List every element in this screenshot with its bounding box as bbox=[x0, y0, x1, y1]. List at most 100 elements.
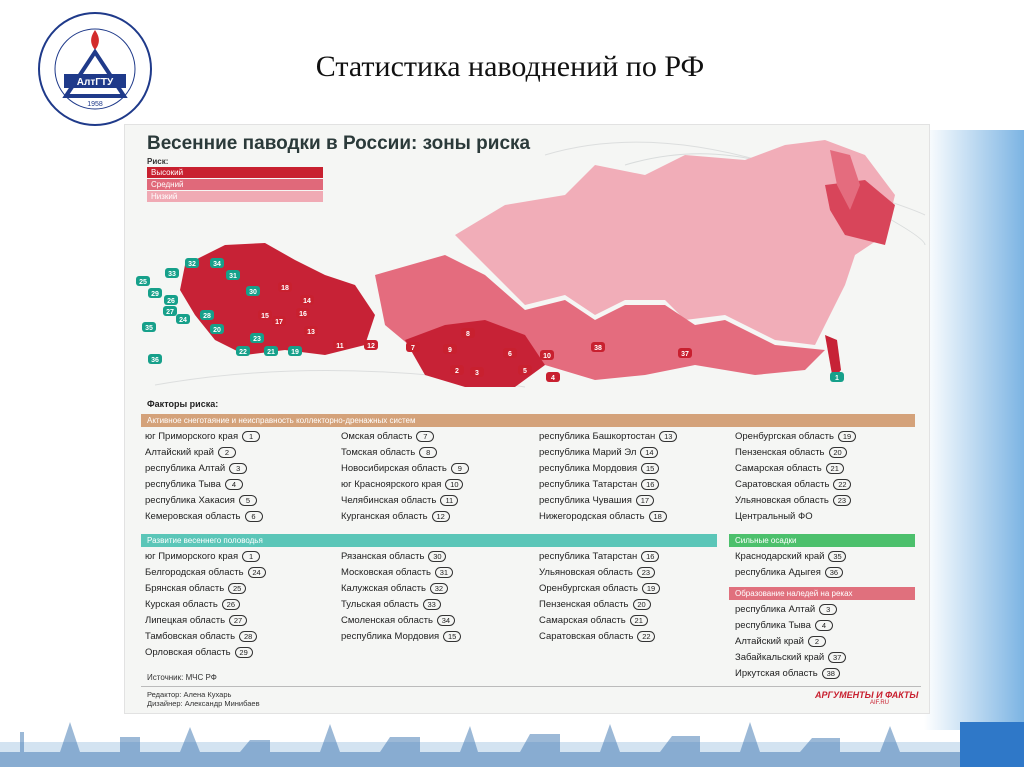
map-marker-number: 17 bbox=[275, 319, 283, 326]
region-number-badge: 16 bbox=[641, 478, 660, 490]
region-name: республика Мордовия bbox=[539, 462, 638, 474]
map-marker: 13 bbox=[304, 326, 318, 336]
region-entry: Липецкая область 27 bbox=[145, 612, 266, 628]
map-marker-number: 26 bbox=[167, 298, 175, 305]
region-entry: Новосибирская область 9 bbox=[341, 460, 469, 476]
region-name: Нижегородская область bbox=[539, 510, 645, 522]
map-marker: 29 bbox=[148, 288, 162, 298]
region-entry: Самарская область 21 bbox=[539, 612, 660, 628]
region-name: республика Татарстан bbox=[539, 478, 638, 490]
map-marker-number: 6 bbox=[508, 351, 512, 358]
region-entry: Рязанская область 30 bbox=[341, 548, 461, 564]
region-entry: юг Красноярского края 10 bbox=[341, 476, 469, 492]
region-number-badge: 7 bbox=[416, 430, 435, 442]
region-entry: Белгородская область 24 bbox=[145, 564, 266, 580]
region-name: Самарская область bbox=[735, 462, 822, 474]
map-marker: 34 bbox=[210, 258, 224, 268]
map-marker-number: 21 bbox=[267, 349, 275, 356]
map-marker: 35 bbox=[142, 322, 156, 332]
region-number-badge: 21 bbox=[825, 462, 844, 474]
map-marker-badge bbox=[470, 367, 484, 377]
map-marker-number: 33 bbox=[168, 271, 176, 278]
map-marker: 11 bbox=[333, 340, 347, 350]
map-marker-number: 23 bbox=[253, 336, 261, 343]
map-marker-badge bbox=[364, 340, 378, 350]
map-marker: 1 bbox=[830, 372, 844, 382]
region-entry: Краснодарский край 35 bbox=[735, 548, 847, 564]
region-number-badge: 22 bbox=[637, 630, 656, 642]
region-number-badge: 2 bbox=[807, 635, 826, 647]
region-number-badge: 22 bbox=[833, 478, 852, 490]
region-number-badge: 4 bbox=[814, 619, 833, 631]
map-marker: 27 bbox=[163, 306, 177, 316]
region-number-badge: 18 bbox=[648, 510, 667, 522]
region-number-badge: 20 bbox=[632, 598, 651, 610]
region-number-badge: 16 bbox=[641, 550, 660, 562]
map-marker-badge bbox=[210, 258, 224, 268]
map-marker-number: 16 bbox=[299, 311, 307, 318]
region-number-badge: 8 bbox=[419, 446, 438, 458]
map-marker: 36 bbox=[148, 354, 162, 364]
map-marker: 33 bbox=[165, 268, 179, 278]
map-marker: 37 bbox=[678, 348, 692, 358]
region-entry: Самарская область 21 bbox=[735, 460, 856, 476]
region-name: республика Татарстан bbox=[539, 550, 638, 562]
flood-column: республика Татарстан 16 Ульяновская област… bbox=[539, 548, 660, 644]
map-marker-badge bbox=[278, 282, 292, 292]
map-marker-number: 34 bbox=[213, 261, 221, 268]
region-entry: Оренбургская область 19 bbox=[539, 580, 660, 596]
map-marker: 16 bbox=[296, 308, 310, 318]
map-marker-number: 8 bbox=[466, 331, 470, 338]
region-name: республика Алтай bbox=[145, 462, 226, 474]
map-marker: 30 bbox=[246, 286, 260, 296]
region-name: Алтайский край bbox=[735, 635, 804, 647]
region-name: Пензенская область bbox=[735, 446, 825, 458]
region-entry: Оренбургская область 19 bbox=[735, 428, 856, 444]
footer-decoration bbox=[0, 722, 1024, 767]
map-marker-badge bbox=[546, 372, 560, 382]
editor-credit: Редактор: Алена Кухарь bbox=[147, 690, 232, 699]
region-number-badge: 13 bbox=[659, 430, 678, 442]
brand-logo: АРГУМЕНТЫ И ФАКТЫ bbox=[815, 690, 919, 700]
map-marker-number: 30 bbox=[249, 289, 257, 296]
region-name: Липецкая область bbox=[145, 614, 226, 626]
map-marker-badge bbox=[148, 354, 162, 364]
region-number-badge: 38 bbox=[821, 667, 840, 679]
region-number-badge: 23 bbox=[636, 566, 655, 578]
map-marker-badge bbox=[250, 333, 264, 343]
region-number-badge: 36 bbox=[824, 566, 843, 578]
region-number-badge: 19 bbox=[837, 430, 856, 442]
map-marker-badge bbox=[200, 310, 214, 320]
region-entry: Алтайский край 2 bbox=[145, 444, 263, 460]
background-gradient bbox=[924, 130, 1024, 730]
region-name: Московская область bbox=[341, 566, 431, 578]
region-name: Иркутская область bbox=[735, 667, 818, 679]
map-marker: 17 bbox=[272, 316, 286, 326]
flood-column: Рязанская область 30 Московская область 31 К… bbox=[341, 548, 462, 644]
region-entry: Тамбовская область 28 bbox=[145, 628, 266, 644]
region-number-badge: 1 bbox=[242, 550, 261, 562]
brand-site: AIF.RU bbox=[870, 700, 890, 706]
map-marker-number: 27 bbox=[166, 309, 174, 316]
region-entry: юг Приморского края 1 bbox=[145, 548, 266, 564]
map-marker-number: 7 bbox=[411, 345, 415, 352]
region-entry: республика Мордовия 15 bbox=[539, 460, 677, 476]
region-number-badge: 1 bbox=[242, 430, 261, 442]
map-marker-number: 18 bbox=[281, 285, 289, 292]
map-marker: 32 bbox=[185, 258, 199, 268]
map-marker: 6 bbox=[503, 348, 517, 358]
risk-level-medium: Средний bbox=[147, 179, 323, 190]
region-name: республика Алтай bbox=[735, 603, 816, 615]
snowmelt-column: республика Башкортостан 13 республика Мари… bbox=[539, 428, 678, 524]
region-entry: юг Приморского края 1 bbox=[145, 428, 263, 444]
region-entry: Тульская область 33 bbox=[341, 596, 461, 612]
region-number-badge: 15 bbox=[443, 630, 462, 642]
region-name: Томская область bbox=[341, 446, 416, 458]
region-number-badge: 6 bbox=[244, 510, 263, 522]
map-marker: 18 bbox=[278, 282, 292, 292]
region-number-badge: 12 bbox=[431, 510, 450, 522]
region-name: Саратовская область bbox=[735, 478, 830, 490]
map-marker: 12 bbox=[364, 340, 378, 350]
region-entry: Омская область 7 bbox=[341, 428, 469, 444]
